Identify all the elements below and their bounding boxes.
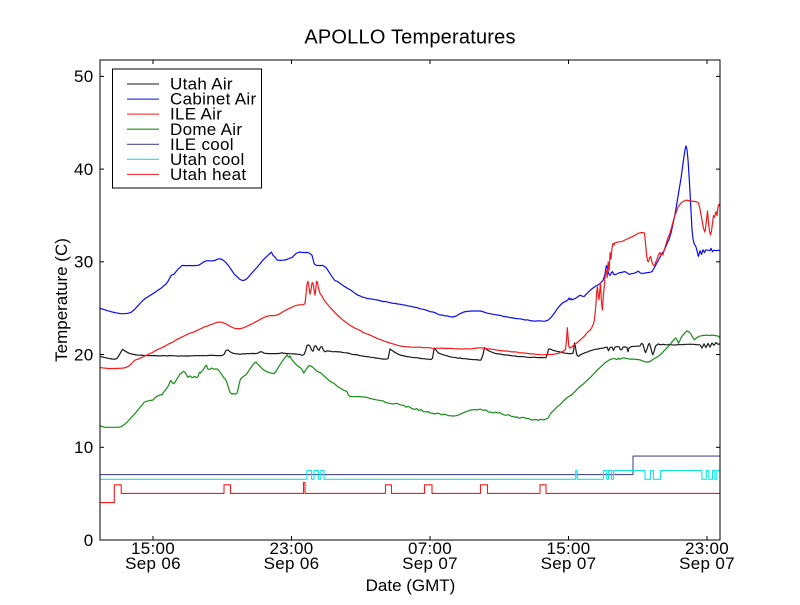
svg-text:15:00: 15:00 xyxy=(546,539,590,558)
svg-text:Dome Air: Dome Air xyxy=(170,120,242,139)
svg-text:23:00: 23:00 xyxy=(269,539,313,558)
svg-text:Sep 07: Sep 07 xyxy=(402,554,458,573)
svg-text:ILE cool: ILE cool xyxy=(170,135,234,154)
svg-text:15:00: 15:00 xyxy=(131,539,175,558)
svg-text:Sep 06: Sep 06 xyxy=(125,554,181,573)
svg-text:Temperature (C): Temperature (C) xyxy=(52,238,71,362)
svg-text:0: 0 xyxy=(84,531,94,550)
svg-text:20: 20 xyxy=(74,345,94,364)
svg-text:Date (GMT): Date (GMT) xyxy=(366,576,456,595)
svg-text:30: 30 xyxy=(74,253,94,272)
svg-text:23:00: 23:00 xyxy=(685,539,729,558)
svg-text:ILE Air: ILE Air xyxy=(170,105,222,124)
svg-text:Utah cool: Utah cool xyxy=(170,150,245,169)
svg-text:Sep 06: Sep 06 xyxy=(264,554,320,573)
svg-text:Sep 07: Sep 07 xyxy=(679,554,735,573)
svg-text:50: 50 xyxy=(74,67,94,86)
svg-text:40: 40 xyxy=(74,160,94,179)
svg-text:10: 10 xyxy=(74,438,94,457)
svg-text:APOLLO Temperatures: APOLLO Temperatures xyxy=(304,27,515,49)
svg-text:Utah Air: Utah Air xyxy=(170,75,233,94)
svg-text:Cabinet Air: Cabinet Air xyxy=(170,90,256,109)
svg-text:07:00: 07:00 xyxy=(408,539,452,558)
svg-text:Utah heat: Utah heat xyxy=(170,165,246,184)
svg-text:Sep 07: Sep 07 xyxy=(541,554,597,573)
